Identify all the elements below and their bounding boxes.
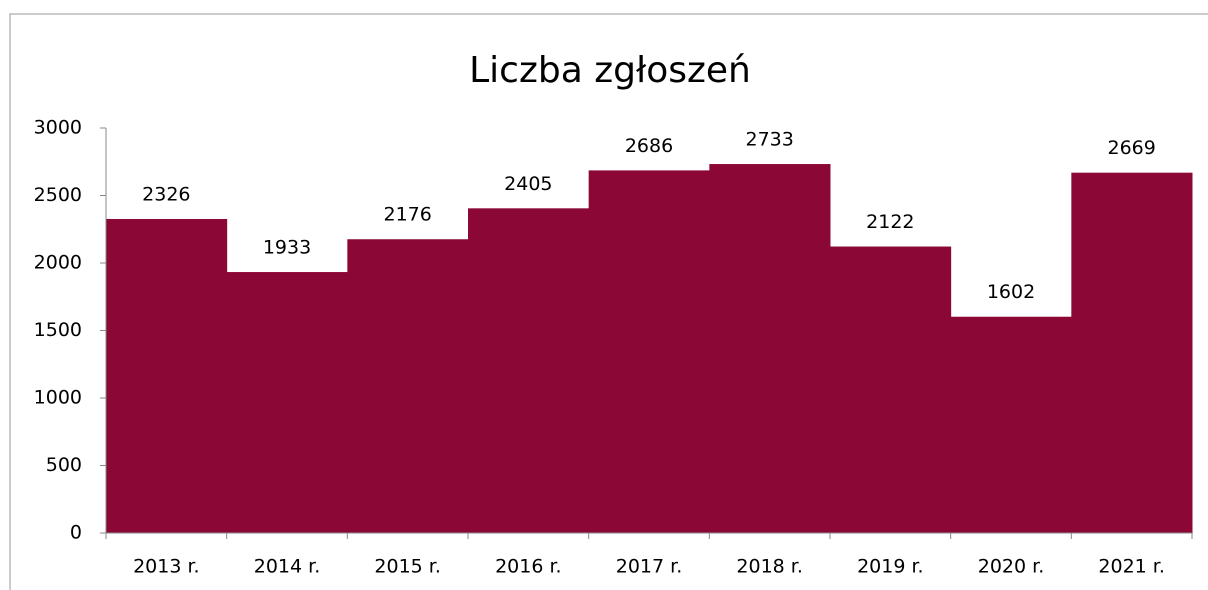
chart-title: Liczba zgłoszeń [469, 50, 751, 91]
data-label: 2176 [383, 204, 431, 226]
y-tick-label: 2500 [34, 184, 82, 206]
bar [709, 164, 831, 534]
bar [347, 239, 469, 534]
x-tick-label: 2016 r. [495, 556, 562, 578]
x-tick-label: 2015 r. [374, 556, 441, 578]
y-tick-label: 2000 [34, 252, 82, 274]
bar [226, 272, 348, 533]
bar [106, 218, 228, 534]
x-tick-label: 2019 r. [857, 556, 924, 578]
data-label: 2405 [504, 173, 552, 195]
y-tick-label: 3000 [34, 117, 82, 139]
x-tick-label: 2014 r. [254, 556, 321, 578]
data-label: 1933 [263, 237, 311, 259]
data-label: 1602 [987, 281, 1035, 303]
data-label: 2686 [625, 135, 673, 157]
bar [830, 246, 952, 533]
x-tick-label: 2017 r. [616, 556, 683, 578]
bar [468, 208, 590, 533]
frame [9, 13, 1208, 590]
y-tick-label: 1500 [34, 319, 82, 341]
data-label: 2326 [142, 183, 190, 205]
y-tick-label: 500 [46, 454, 82, 476]
x-tick-label: 2021 r. [1098, 556, 1165, 578]
data-label: 2122 [866, 211, 914, 233]
bar [588, 170, 710, 533]
x-tick-label: 2013 r. [133, 556, 200, 578]
data-label: 2733 [745, 129, 793, 151]
x-tick-label: 2018 r. [736, 556, 803, 578]
y-tick-label: 0 [70, 522, 82, 544]
data-label: 2669 [1107, 137, 1155, 159]
bar [950, 316, 1072, 533]
y-tick-label: 1000 [34, 387, 82, 409]
x-tick-label: 2020 r. [978, 556, 1045, 578]
bar [1071, 172, 1193, 533]
